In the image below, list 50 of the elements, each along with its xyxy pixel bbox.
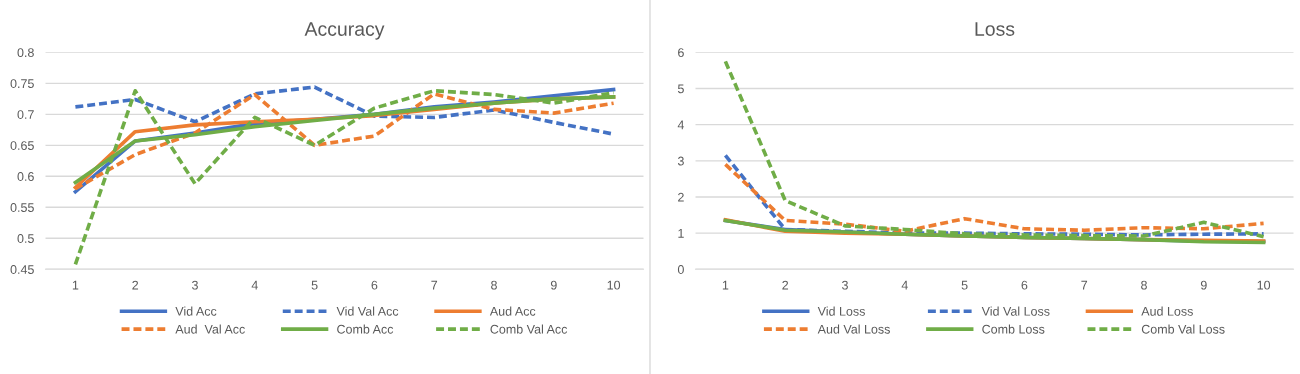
y-tick-label: 5 bbox=[677, 84, 684, 94]
x-tick-label: 10 bbox=[607, 280, 621, 290]
x-tick-label: 7 bbox=[1081, 280, 1088, 290]
legend-label: Comb Loss bbox=[982, 324, 1045, 334]
legend-label: Aud Acc bbox=[489, 306, 536, 316]
x-tick-label: 7 bbox=[431, 280, 438, 290]
x-tick-label: 9 bbox=[1200, 280, 1207, 290]
y-tick-label: 0.75 bbox=[10, 79, 34, 88]
y-tick-label: 4 bbox=[677, 120, 685, 130]
chart-title: Accuracy bbox=[304, 22, 385, 40]
y-tick-label: 0.55 bbox=[10, 203, 34, 212]
y-tick-label: 0.45 bbox=[10, 265, 34, 274]
legend-label: Vid Val Loss bbox=[981, 306, 1050, 316]
x-tick-label: 1 bbox=[722, 280, 729, 290]
x-tick-label: 9 bbox=[550, 280, 557, 290]
legend-label: Comb Val Loss bbox=[1141, 324, 1225, 334]
x-tick-label: 5 bbox=[311, 280, 318, 290]
line-series bbox=[73, 88, 616, 267]
legend-label: Comb Val Acc bbox=[490, 324, 568, 334]
chart-title: Loss bbox=[975, 22, 1015, 36]
y-tick-label: 1 bbox=[678, 229, 684, 238]
x-tick-label: 3 bbox=[842, 280, 848, 290]
y-tick-label: 0 bbox=[677, 265, 684, 274]
legend-label: Aud Val Loss bbox=[817, 324, 890, 334]
x-tick-label: 6 bbox=[1021, 280, 1028, 290]
y-tick-label: 0.6 bbox=[17, 172, 34, 181]
x-tick-label: 8 bbox=[1141, 280, 1147, 290]
y-tick-label: 0.8 bbox=[17, 48, 34, 58]
y-tick-label: 0.5 bbox=[17, 234, 34, 243]
legend-label: Aud Loss bbox=[1141, 306, 1193, 316]
y-tick-label: 6 bbox=[678, 48, 684, 58]
x-tick-label: 2 bbox=[132, 280, 139, 290]
x-tick-label: 4 bbox=[901, 280, 908, 290]
y-tick-label: 0.7 bbox=[17, 110, 34, 119]
x-tick-label: 1 bbox=[72, 280, 79, 290]
legend-label: Aud Val Acc bbox=[175, 324, 245, 334]
legend-label: Vid Acc bbox=[175, 306, 217, 316]
x-tick-label: 8 bbox=[491, 280, 497, 290]
legend-label: Vid Loss bbox=[817, 306, 865, 316]
x-tick-label: 2 bbox=[782, 280, 789, 290]
x-tick-label: 3 bbox=[192, 280, 198, 290]
y-tick-label: 2 bbox=[678, 192, 684, 202]
y-tick-label: 3 bbox=[677, 156, 684, 166]
legend-label: Vid Val Acc bbox=[336, 306, 399, 316]
y-tick-label: 0.65 bbox=[10, 141, 34, 150]
x-tick-label: 5 bbox=[961, 280, 968, 290]
x-tick-label: 6 bbox=[371, 280, 378, 290]
legend-label: Comb Acc bbox=[337, 324, 394, 334]
x-tick-label: 10 bbox=[1257, 280, 1271, 290]
x-tick-label: 4 bbox=[251, 280, 258, 290]
